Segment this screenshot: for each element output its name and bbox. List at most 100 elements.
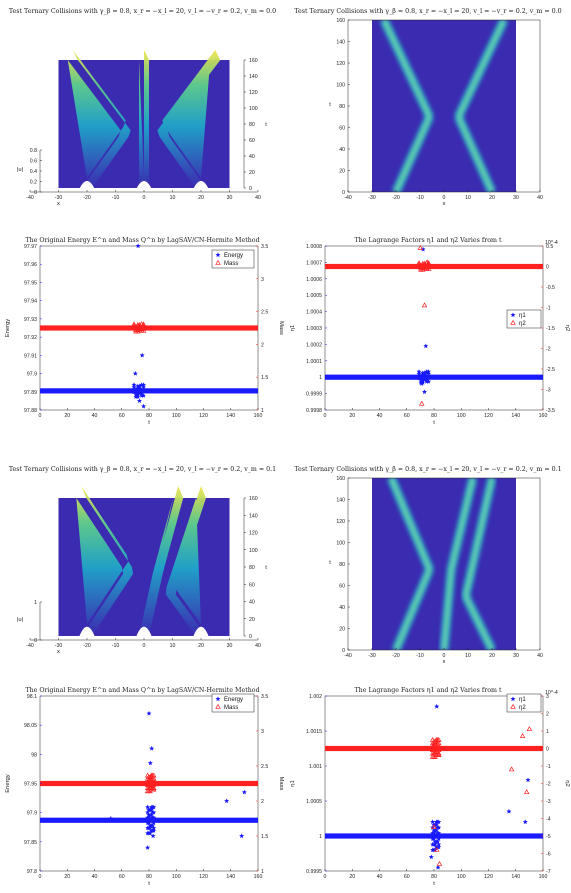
x-tick-label: -10 [112,643,120,649]
y-tick-label: 97.95 [24,782,37,788]
y2-tick-label: 3.5 [261,694,268,700]
series-0-point [435,864,441,870]
series-1-cluster-mark [433,736,440,742]
series-1-point [523,789,530,795]
series-0-cluster-mark [131,389,137,395]
y-tick-label: 1.0005 [306,799,322,805]
chart-title: Test Ternary Collisions with γ_β = 0.8, … [294,8,561,15]
y-tick-label: 97.93 [24,317,37,323]
x-tick-label: 40 [92,874,98,880]
series-0-cluster-mark [433,844,439,850]
t-tick-label: 160 [249,496,258,502]
y-axis-label: η1 [290,780,296,786]
series-0-cluster-mark [147,817,153,823]
x-tick-label: 60 [119,413,125,419]
series-1-point [508,766,515,772]
y2-tick-label: -1.5 [546,326,555,332]
series-0-cluster-mark [148,804,154,810]
y2-tick-label: -3 [546,799,551,805]
series-0-point [108,815,114,821]
series-1-cluster-mark [434,743,441,749]
x-tick-label: -40 [344,653,352,659]
t-tick-label: 40 [249,154,255,160]
panel-surface-vm0: Test Ternary Collisions with γ_β = 0.8, … [0,0,285,220]
series-0-cluster-mark [135,385,141,391]
y-tick-label: 1.0001 [306,359,322,365]
x-tick-label: 20 [64,874,70,880]
x-tick-label: 140 [226,413,235,419]
series-1-cluster-mark [133,328,139,334]
series-0-point [506,808,512,814]
series-baseline-1 [40,325,258,331]
series-0-cluster-mark [426,373,432,379]
y-tick-label: 0.9995 [306,869,322,875]
y-tick-label: 0.9998 [306,408,322,414]
t-tick-label: 0 [249,186,252,192]
chart-svg: Test Ternary Collisions with γ_β = 0.8, … [9,8,276,207]
t-tick-label: 20 [249,170,255,176]
series-1-cluster-mark [429,753,436,759]
x-tick-label: 30 [513,195,519,201]
y-tick-label: 1.0015 [306,729,322,735]
legend-box [506,693,542,713]
y2-axis-label: Mass [278,321,284,335]
series-0-point [224,798,230,804]
series-0-cluster-mark [133,391,139,397]
series-0-cluster-mark [420,372,426,378]
x-tick-label: -10 [416,195,424,201]
chart-title: Test Ternary Collisions with γ_β = 0.8, … [9,466,276,473]
y-tick-label: 97.9 [27,372,37,378]
series-0-point [149,745,155,751]
x-tick-label: -30 [368,195,376,201]
z-tick-label: 0.4 [30,169,37,175]
t-tick-label: 20 [249,617,255,623]
series-1-cluster-mark [133,327,139,332]
series-0-cluster-mark [145,815,151,820]
series-0-cluster-mark [131,384,137,390]
y-tick-label: 97.88 [24,408,37,414]
y2-tick-label: -2 [546,347,551,353]
series-0-cluster-mark [148,828,154,833]
y-tick-label: 40 [339,605,345,611]
series-0-cluster-mark [422,376,428,382]
series-0-cluster-mark [131,387,137,392]
soliton-sheet-right [165,486,206,636]
z-axis-label: |u| [17,167,23,173]
x-axis-label: x [443,201,446,207]
initial-profile-left [78,626,96,640]
y-tick-label: 1.0006 [306,277,322,283]
series-0-point [139,352,145,358]
panel-energy-mass-vm0: The Original Energy E^n and Mass Q^n by … [0,232,285,432]
series-0-cluster-mark [131,382,137,387]
series-0-cluster-mark [433,819,439,825]
y2-tick-label: 2 [261,342,264,348]
soliton-sheet-left [76,486,134,636]
series-0-cluster-mark [137,388,143,393]
initial-profile-right [192,181,210,192]
x-axis-label: x [57,201,60,207]
series-0-cluster-mark [435,830,441,836]
legend-label: η1 [519,697,526,703]
series-1-cluster-mark [131,325,137,331]
y-tick-label: 1.001 [309,764,322,770]
y2-tick-label: -7 [546,869,551,875]
series-0-point [147,760,153,766]
x-tick-label: 0 [443,653,446,659]
series-1-cluster-mark [432,748,438,754]
series-1-point [417,244,424,250]
t-tick-label: 80 [249,565,255,571]
series-0-point [525,777,531,783]
y-tick-label: 100 [336,83,345,89]
y2-exponent: 10^-4 [545,240,558,246]
legend-marker-0 [510,696,516,702]
x-tick-label: 100 [457,413,466,419]
series-1-cluster-mark [147,780,153,786]
series-0-point [423,343,429,349]
chart-title: Test Ternary Collisions with γ_β = 0.8, … [294,466,561,473]
legend-label: η2 [519,705,526,711]
y2-tick-label: -2.5 [546,367,555,373]
y-tick-label: 97.95 [24,280,37,286]
series-0-cluster-mark [150,809,156,815]
chart-svg: Test Ternary Collisions with γ_β = 0.8, … [294,466,561,665]
x-tick-label: 140 [226,874,235,880]
